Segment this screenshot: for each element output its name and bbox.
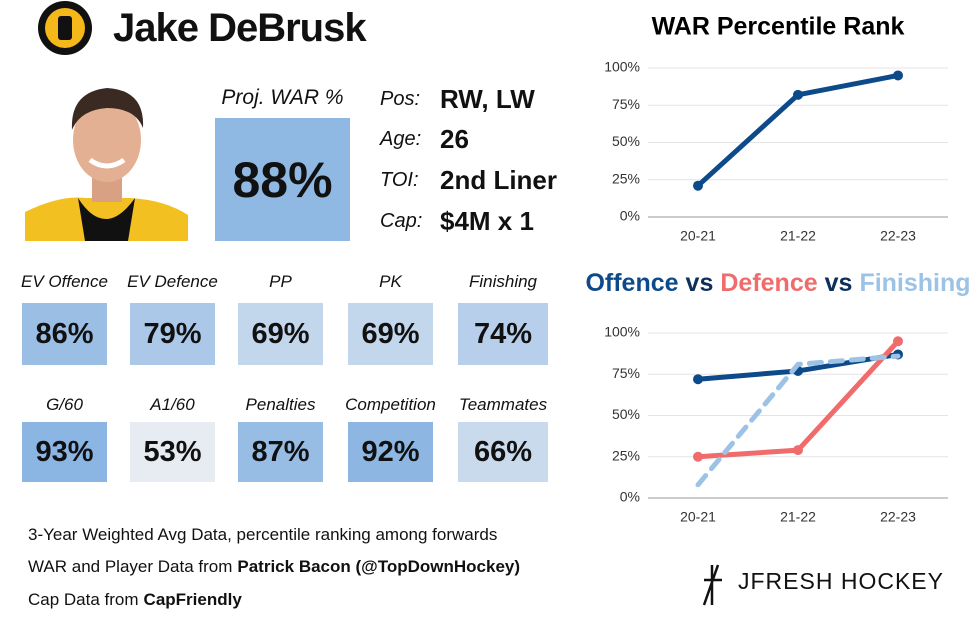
data-point xyxy=(693,451,703,462)
footer-text: Cap Data from xyxy=(28,590,139,609)
stat-label: Competition xyxy=(345,395,436,414)
y-tick-label: 0% xyxy=(620,489,640,505)
brand-name: JFRESH HOCKEY xyxy=(738,568,944,594)
stat-value: 93% xyxy=(22,422,107,482)
x-tick-label: 21-22 xyxy=(780,509,816,525)
x-tick-label: 21-22 xyxy=(780,228,816,244)
footer-source: Patrick Bacon (@TopDownHockey) xyxy=(237,557,521,576)
data-point xyxy=(893,336,903,347)
chart-title: Offence vs Defence vs Finishing xyxy=(585,269,970,297)
charts: 0% 25% 50% 75% 100% 20-21 21-22 22-23 WAR Percen… xyxy=(585,13,970,525)
stat-value: 79% xyxy=(130,303,215,365)
stat-label: G/60 xyxy=(46,395,83,414)
y-tick-label: 50% xyxy=(612,406,640,422)
stat-value: 69% xyxy=(238,303,323,365)
stat-value: 53% xyxy=(130,422,215,482)
data-point xyxy=(793,89,803,100)
stat-label: Penalties xyxy=(245,395,316,414)
y-tick-label: 0% xyxy=(620,208,640,224)
info-label: Cap: xyxy=(380,210,423,232)
info-value: 26 xyxy=(440,124,469,154)
footer-line: 3-Year Weighted Avg Data, percentile ran… xyxy=(28,525,497,545)
y-tick-label: 100% xyxy=(604,59,640,75)
stat-label: PK xyxy=(379,272,402,291)
y-tick-label: 75% xyxy=(612,96,640,112)
stat-label: EV Defence xyxy=(127,272,218,291)
data-point xyxy=(893,70,903,81)
data-point xyxy=(693,180,703,191)
y-tick-label: 25% xyxy=(612,170,640,186)
chart-title: WAR Percentile Rank xyxy=(652,13,905,41)
info-label: TOI: xyxy=(380,169,419,191)
footer-line: Cap Data from CapFriendly xyxy=(28,590,242,610)
brand-mark xyxy=(702,564,722,606)
legend-entry: Offence xyxy=(585,269,678,297)
stat-label: PP xyxy=(269,272,292,291)
x-tick-label: 20-21 xyxy=(680,228,716,244)
stat-value: 87% xyxy=(238,422,323,482)
team-logo-mark xyxy=(58,16,72,40)
info-value: $4M x 1 xyxy=(440,206,534,236)
info-label: Age: xyxy=(380,128,422,150)
data-point xyxy=(693,374,703,385)
stat-label: A1/60 xyxy=(150,395,195,414)
legend-entry: Defence xyxy=(720,269,817,297)
player-name: Jake DeBrusk xyxy=(113,6,367,50)
y-tick-label: 50% xyxy=(612,133,640,149)
footer-text: WAR and Player Data from xyxy=(28,557,233,576)
stat-label: Teammates xyxy=(458,395,548,414)
title-separator: vs xyxy=(825,269,853,297)
x-tick-label: 22-23 xyxy=(880,509,916,525)
y-tick-label: 75% xyxy=(612,365,640,381)
proj-war-label: Proj. WAR % xyxy=(221,86,344,109)
stat-value: 92% xyxy=(348,422,433,482)
legend-entry: Finishing xyxy=(859,269,970,297)
info-label: Pos: xyxy=(380,88,421,110)
y-tick-label: 25% xyxy=(612,447,640,463)
data-point xyxy=(793,445,803,456)
player-photo xyxy=(25,85,188,241)
info-value: RW, LW xyxy=(440,84,535,114)
title-separator: vs xyxy=(686,269,714,297)
footer-source: CapFriendly xyxy=(143,590,242,609)
footer-line: WAR and Player Data from Patrick Bacon (@… xyxy=(28,557,520,577)
proj-war-value: 88% xyxy=(215,118,350,241)
footer-text: 3-Year Weighted Avg Data, percentile ran… xyxy=(28,525,498,544)
stat-value: 66% xyxy=(458,422,548,482)
x-tick-label: 20-21 xyxy=(680,509,716,525)
x-tick-label: 22-23 xyxy=(880,228,916,244)
info-value: 2nd Liner xyxy=(440,165,558,195)
stat-value: 74% xyxy=(458,303,548,365)
series-line xyxy=(695,353,901,488)
stat-label: Finishing xyxy=(468,272,538,291)
stat-value: 86% xyxy=(22,303,107,365)
stat-label: EV Offence xyxy=(21,272,108,291)
stat-value: 69% xyxy=(348,303,433,365)
y-tick-label: 100% xyxy=(604,324,640,340)
